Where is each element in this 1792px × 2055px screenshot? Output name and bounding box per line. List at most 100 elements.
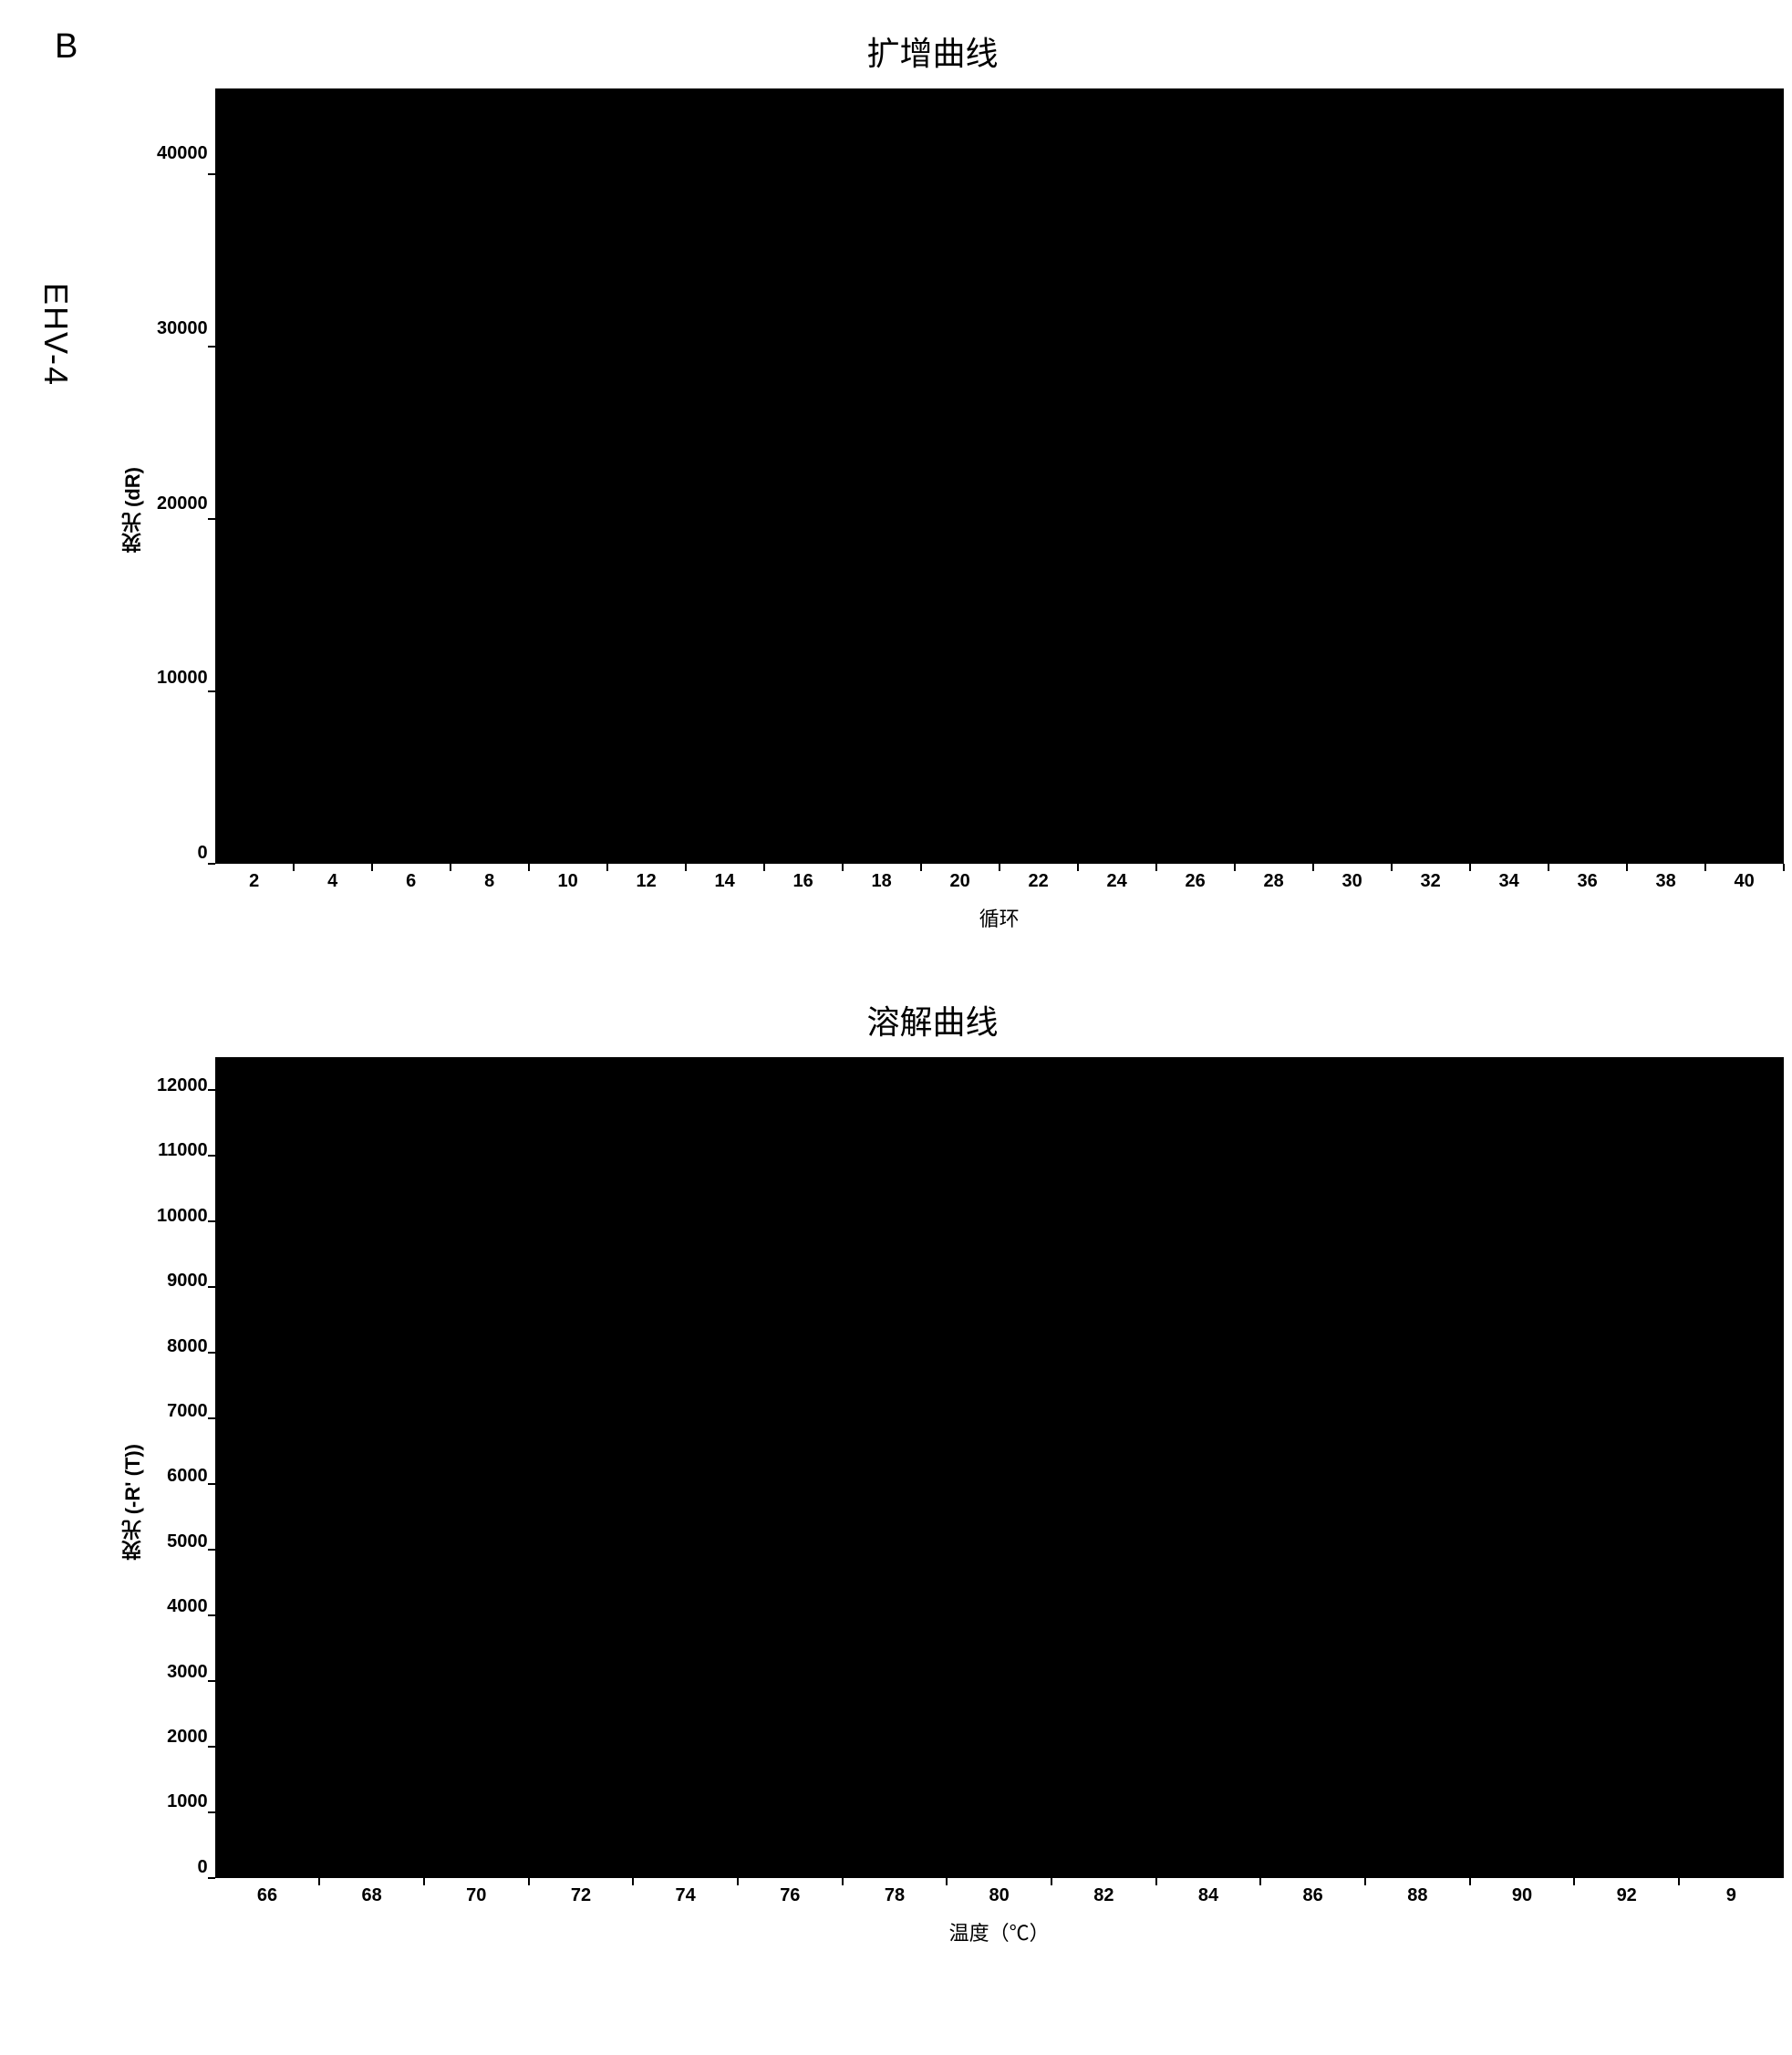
chart2-wrapper: 荧光 (-R' (T)) 120001100010000900080007000…: [119, 1057, 1746, 1946]
chart1-ytick: 20000: [157, 493, 208, 514]
chart2-svg-container: 1200011000100009000800070006000500040003…: [157, 1057, 1784, 1946]
chart2-xtick: 86: [1260, 1885, 1365, 1906]
chart2-ytick: 8000: [167, 1336, 208, 1357]
x-tick-mark: [371, 864, 373, 871]
chart2-plot-wrapper: 66687072747678808284868890929 温度（℃）: [215, 1057, 1784, 1946]
page-container: B EHV-4 扩增曲线 荧光 (dR) 4000030000200001000…: [46, 27, 1746, 1946]
x-tick-mark: [1051, 1878, 1052, 1885]
x-tick-mark: [1469, 864, 1471, 871]
chart1-xtick: 30: [1313, 871, 1392, 892]
y-tick-mark: [208, 1614, 215, 1616]
chart2-ylabel: 荧光 (-R' (T)): [119, 1444, 148, 1560]
chart2-ytick: 6000: [167, 1466, 208, 1487]
chart1-plot-area: [215, 88, 1784, 864]
chart1-xlabel: 循环: [215, 903, 1784, 932]
y-tick-mark: [208, 1877, 215, 1879]
chart2-xtick: 9: [1679, 1885, 1784, 1906]
y-tick-mark: [208, 518, 215, 520]
chart1-wrapper: 荧光 (dR) 400003000020000100000 2468101214…: [119, 88, 1746, 932]
chart2-xtick: 76: [738, 1885, 843, 1906]
chart1-xtick: 28: [1235, 871, 1313, 892]
chart2-ytick: 12000: [157, 1075, 208, 1096]
y-tick-mark: [208, 346, 215, 348]
dissolution-chart-section: 溶解曲线 荧光 (-R' (T)) 1200011000100009000800…: [119, 996, 1746, 1946]
x-tick-mark: [685, 864, 687, 871]
x-tick-mark: [1391, 864, 1393, 871]
chart2-xtick: 68: [319, 1885, 424, 1906]
chart1-xtick: 24: [1078, 871, 1156, 892]
chart2-ytick: 5000: [167, 1531, 208, 1552]
x-tick-mark: [606, 864, 608, 871]
y-tick-mark: [208, 1417, 215, 1419]
x-tick-mark: [1678, 1878, 1680, 1885]
chart1-xtick: 40: [1705, 871, 1784, 892]
x-tick-mark: [1704, 864, 1706, 871]
y-tick-mark: [208, 1549, 215, 1551]
chart1-xtick: 10: [529, 871, 607, 892]
x-tick-mark: [1234, 864, 1236, 871]
chart2-ytick: 3000: [167, 1662, 208, 1683]
x-tick-mark: [1783, 864, 1785, 871]
x-tick-mark: [763, 864, 765, 871]
y-tick-mark: [208, 690, 215, 692]
chart2-xticks: 66687072747678808284868890929: [215, 1885, 1784, 1906]
chart1-title: 扩增曲线: [119, 27, 1746, 75]
chart2-ytick: 7000: [167, 1401, 208, 1422]
chart2-xtick: 70: [424, 1885, 529, 1906]
chart1-xtick: 4: [294, 871, 372, 892]
x-tick-mark: [842, 864, 844, 871]
y-tick-mark: [208, 1811, 215, 1813]
y-tick-mark: [208, 863, 215, 865]
x-tick-mark: [1155, 1878, 1157, 1885]
x-tick-mark: [1364, 1878, 1366, 1885]
chart1-ylabel: 荧光 (dR): [119, 467, 148, 553]
chart2-svg: [215, 1057, 1784, 1878]
chart2-title: 溶解曲线: [119, 996, 1746, 1043]
chart1-xtick: 32: [1392, 871, 1470, 892]
chart1-ytick: 10000: [157, 668, 208, 689]
chart2-yticks: 1200011000100009000800070006000500040003…: [157, 1057, 215, 1878]
x-tick-mark: [528, 864, 530, 871]
chart1-svg: [215, 88, 1784, 864]
amplification-chart-section: 扩增曲线 荧光 (dR) 400003000020000100000 24681…: [119, 27, 1746, 932]
x-tick-mark: [1573, 1878, 1575, 1885]
x-tick-mark: [1548, 864, 1549, 871]
chart2-xtick: 88: [1365, 1885, 1470, 1906]
y-tick-mark: [208, 1155, 215, 1157]
chart2-ytick: 10000: [157, 1206, 208, 1227]
chart1-xtick: 38: [1627, 871, 1705, 892]
chart2-ytick: 0: [198, 1857, 208, 1878]
x-tick-mark: [1155, 864, 1157, 871]
chart1-xtick: 2: [215, 871, 294, 892]
chart1-xtick: 14: [686, 871, 764, 892]
chart2-xtick: 66: [215, 1885, 320, 1906]
chart2-xtick: 72: [529, 1885, 634, 1906]
chart1-xtick: 18: [843, 871, 921, 892]
chart2-xtick: 92: [1574, 1885, 1679, 1906]
chart1-xticks: 246810121416182022242628303234363840: [215, 871, 1784, 892]
chart1-ytick: 40000: [157, 143, 208, 164]
y-tick-mark: [208, 173, 215, 175]
y-tick-mark: [208, 1483, 215, 1485]
chart2-inner: 1200011000100009000800070006000500040003…: [157, 1057, 1784, 1946]
chart2-ytick: 4000: [167, 1596, 208, 1617]
y-tick-mark: [208, 1089, 215, 1091]
chart1-svg-container: 400003000020000100000 246810121416182022…: [157, 88, 1784, 932]
x-tick-mark: [318, 1878, 320, 1885]
chart1-xtick: 20: [921, 871, 1000, 892]
chart2-ytick: 9000: [167, 1271, 208, 1292]
chart2-xtick: 74: [633, 1885, 738, 1906]
chart1-yticks: 400003000020000100000: [157, 88, 215, 864]
panel-label: B: [55, 27, 78, 67]
chart1-xtick: 12: [607, 871, 686, 892]
x-tick-mark: [450, 864, 451, 871]
x-tick-mark: [946, 1878, 948, 1885]
chart1-xtick: 8: [451, 871, 529, 892]
x-tick-mark: [999, 864, 1000, 871]
chart1-plot-wrapper: 246810121416182022242628303234363840 循环: [215, 88, 1784, 932]
x-tick-mark: [1626, 864, 1628, 871]
chart2-xtick: 82: [1051, 1885, 1156, 1906]
x-tick-mark: [842, 1878, 844, 1885]
x-tick-mark: [528, 1878, 530, 1885]
chart2-plot-area: [215, 1057, 1784, 1878]
